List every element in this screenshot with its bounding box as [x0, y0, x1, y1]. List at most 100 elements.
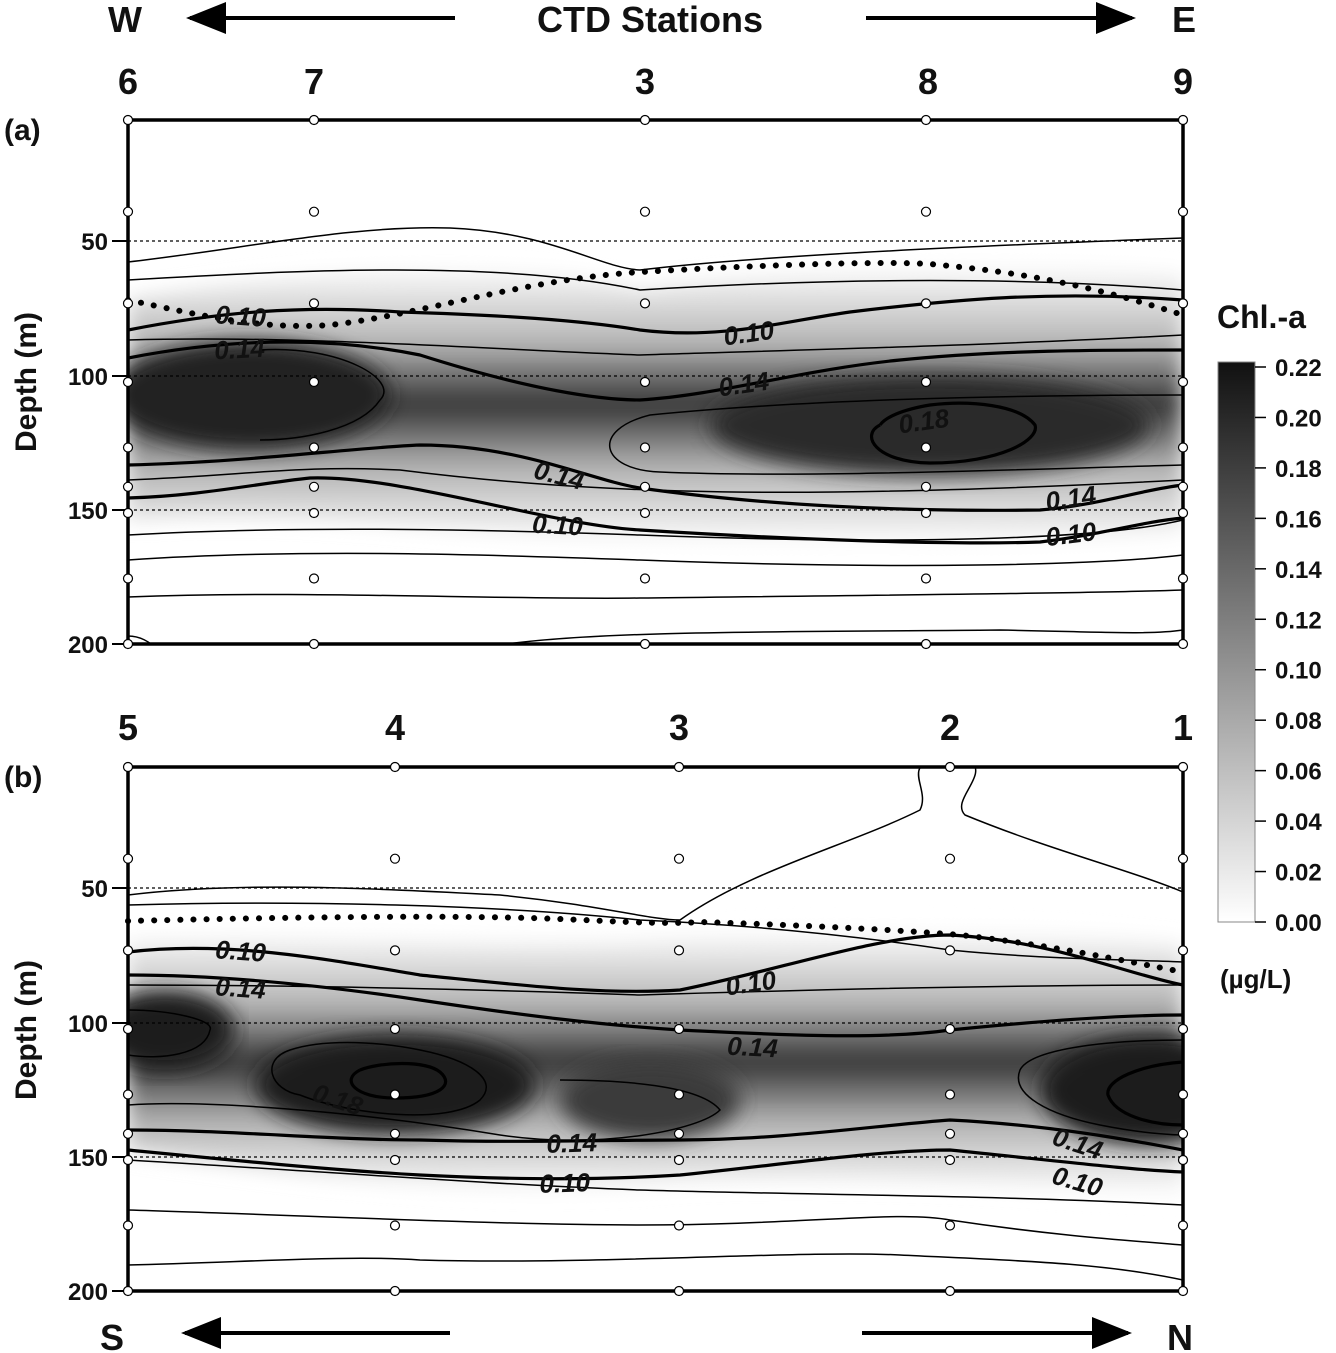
panel-b-clabel-4: 0.14 — [726, 1031, 779, 1064]
panel-b-ytick-100: 100 — [68, 1011, 108, 1038]
sample-point — [1177, 114, 1189, 126]
panel-b-clabel-2: 0.14 — [214, 971, 267, 1004]
sample-point — [308, 298, 320, 309]
sample-point — [1177, 298, 1189, 309]
panel-b-ytick-200: 200 — [68, 1279, 108, 1306]
sample-point — [389, 761, 401, 773]
sample-point — [920, 573, 932, 584]
sample-point — [122, 507, 134, 519]
east-label: E — [1172, 0, 1196, 40]
panel-a-clabel-4: 0.14 — [717, 366, 772, 403]
panel-a-station-6: 6 — [118, 61, 138, 102]
panel-b-station-3: 3 — [669, 707, 689, 748]
sample-point — [639, 481, 651, 492]
sample-point — [122, 1128, 134, 1139]
sample-point — [122, 114, 134, 126]
panel-a-contour-labels: 0.10 0.14 0.10 0.14 0.18 0.14 0.10 0.14 … — [213, 299, 1098, 552]
panel-a-ytick-50: 50 — [81, 229, 108, 256]
sample-point — [944, 761, 956, 773]
sample-point — [308, 376, 320, 388]
sample-point — [944, 1023, 956, 1035]
sample-point — [308, 638, 320, 650]
chart-title: CTD Stations — [537, 0, 763, 40]
panel-b-label: (b) — [4, 761, 42, 794]
sample-point — [920, 298, 932, 309]
sample-point — [122, 1220, 134, 1231]
sample-point — [308, 481, 320, 492]
sample-point — [122, 945, 134, 956]
panel-a-ylabel: Depth (m) — [10, 312, 43, 452]
sample-point — [920, 206, 932, 217]
sample-point — [639, 298, 651, 309]
sample-point — [1177, 1285, 1189, 1297]
sample-point — [639, 114, 651, 126]
sample-point — [122, 1089, 134, 1100]
panel-a-clabel-5: 0.18 — [897, 403, 952, 440]
sample-point — [639, 442, 651, 453]
west-label: W — [108, 0, 142, 40]
panel-a-ytick-200: 200 — [68, 632, 108, 659]
panel-b-station-4: 4 — [385, 707, 405, 748]
sample-point — [920, 442, 932, 453]
sample-point — [1177, 1089, 1189, 1100]
sample-point — [389, 1220, 401, 1231]
sample-point — [944, 1128, 956, 1139]
panel-b-clabel-6: 0.14 — [546, 1127, 598, 1159]
sample-point — [389, 1154, 401, 1166]
panel-a-clabel-8: 0.14 — [1044, 480, 1099, 517]
sample-point — [1177, 507, 1189, 519]
sample-point — [122, 638, 134, 650]
panel-b-ylabel: Depth (m) — [10, 960, 43, 1100]
sample-point — [389, 1023, 401, 1035]
panel-b-mixed-layer-line — [125, 913, 1186, 975]
colorbar-title: Chl.-a — [1217, 299, 1306, 335]
sample-point — [308, 442, 320, 453]
colorbar-tick-label: 0.12 — [1275, 607, 1322, 634]
sample-point — [639, 376, 651, 388]
sample-point — [1177, 638, 1189, 650]
sample-point — [673, 1220, 685, 1231]
colorbar-tick-label: 0.06 — [1275, 759, 1322, 786]
sample-point — [122, 298, 134, 309]
sample-point — [389, 853, 401, 864]
sample-point — [1177, 1128, 1189, 1139]
colorbar-tick-label: 0.04 — [1275, 809, 1322, 836]
north-label: N — [1167, 1317, 1193, 1353]
sample-point — [920, 376, 932, 388]
panel-a-clabel-1: 0.10 — [214, 299, 267, 332]
colorbar-unit: (µg/L) — [1220, 964, 1291, 994]
colorbar-gradient — [1217, 361, 1256, 923]
panel-a-ytick-150: 150 — [68, 498, 108, 525]
sample-point — [122, 481, 134, 492]
panel-b-ytick-150: 150 — [68, 1145, 108, 1172]
sample-point — [673, 1285, 685, 1297]
sample-point — [639, 573, 651, 584]
sample-point — [920, 507, 932, 519]
sample-point — [1177, 1154, 1189, 1166]
sample-point — [1177, 853, 1189, 864]
south-label: S — [100, 1317, 124, 1353]
panel-a: (a) Depth (m) — [4, 61, 1193, 659]
panel-a-clabel-7: 0.10 — [531, 509, 584, 542]
sample-point — [308, 206, 320, 217]
panel-b-sample-points — [122, 761, 1189, 1297]
panel-b-station-5: 5 — [118, 707, 138, 748]
panel-b-ytick-50: 50 — [81, 876, 108, 903]
panel-a-clabel-9: 0.10 — [1044, 516, 1098, 552]
panel-a-label: (a) — [4, 114, 41, 147]
sample-point — [389, 1285, 401, 1297]
sample-point — [673, 1154, 685, 1166]
panel-a-clabel-2: 0.14 — [213, 333, 266, 366]
panel-b-station-1: 1 — [1173, 707, 1193, 748]
colorbar-tick-label: 0.00 — [1275, 910, 1322, 937]
colorbar-tick-label: 0.10 — [1275, 658, 1322, 685]
sample-point — [122, 1154, 134, 1166]
sample-point — [1177, 1220, 1189, 1231]
colorbar-tick-label: 0.20 — [1275, 405, 1322, 432]
colorbar-tick-label: 0.14 — [1275, 557, 1322, 584]
sample-point — [673, 853, 685, 864]
sample-point — [122, 1285, 134, 1297]
colorbar-ticks: 0.22 0.20 0.18 0.16 0.14 0.12 0.10 0.08 0.06 0.04… — [1255, 355, 1322, 937]
colorbar: Chl.-a 0.220.200.180.160.140.120.100.080… — [1217, 299, 1322, 994]
